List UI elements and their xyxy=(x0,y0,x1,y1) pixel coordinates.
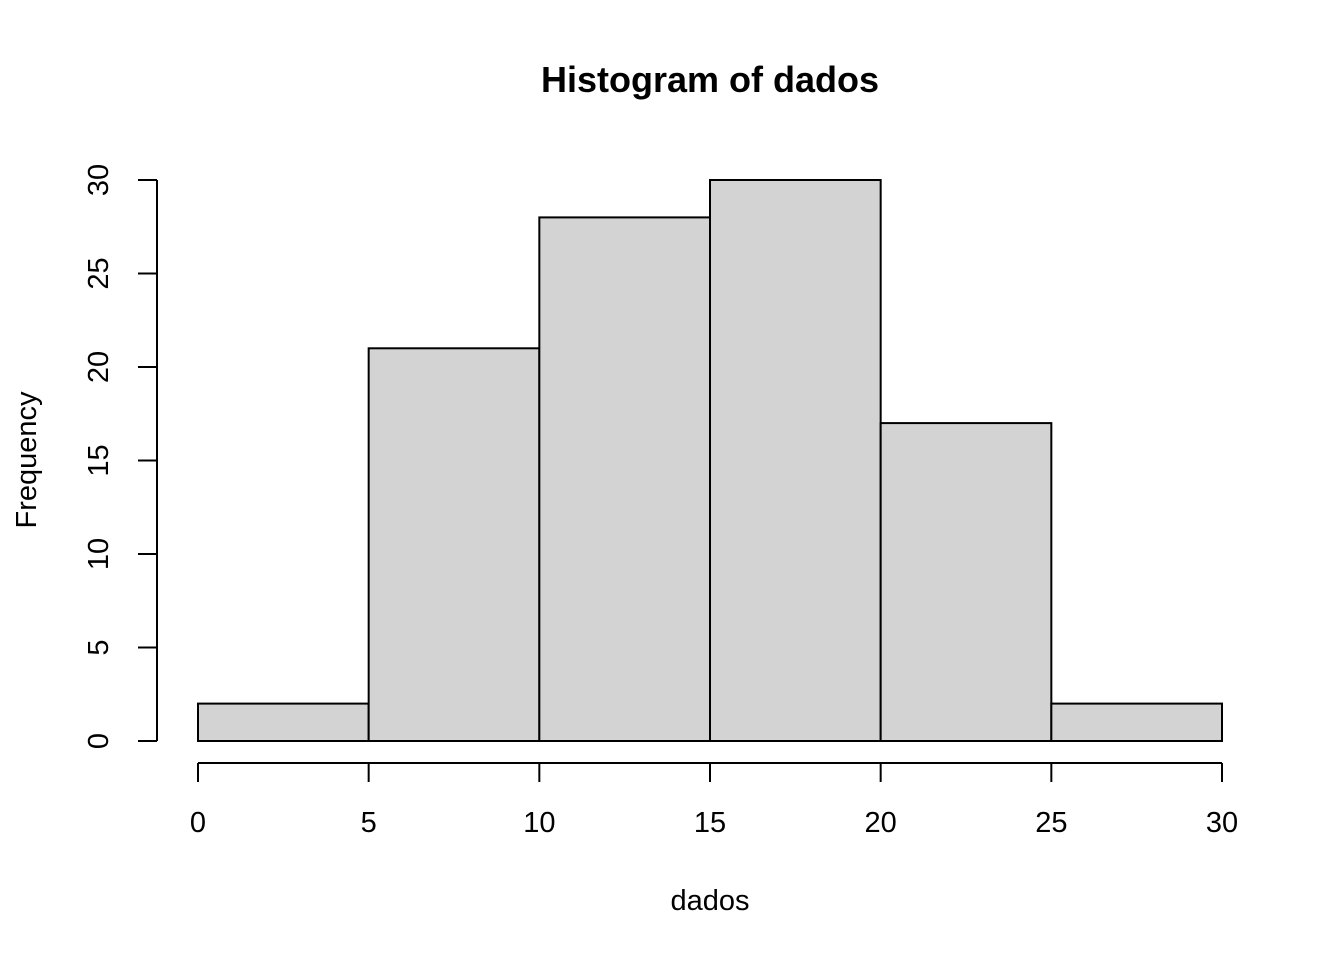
y-tick-label: 5 xyxy=(83,639,115,655)
histogram-bar xyxy=(879,422,1053,742)
histogram-bar xyxy=(367,347,541,742)
x-tick-label: 15 xyxy=(694,807,726,839)
x-tick-label: 20 xyxy=(865,807,897,839)
bars-group xyxy=(197,179,1224,742)
x-axis: 0 5 10 15 20 25 30 xyxy=(190,762,1238,839)
y-tick-label: 20 xyxy=(83,351,115,383)
x-tick-label: 5 xyxy=(361,807,377,839)
y-tick-label: 15 xyxy=(83,444,115,476)
histogram-bar xyxy=(197,702,370,742)
y-tick-label: 30 xyxy=(83,164,115,196)
histogram-bar xyxy=(709,179,882,742)
x-tick-label: 30 xyxy=(1206,807,1238,839)
y-axis: 0 5 10 15 20 25 30 xyxy=(83,164,158,749)
y-tick-label: 10 xyxy=(83,538,115,570)
x-tick-label: 0 xyxy=(190,807,206,839)
y-axis-label: Frequency xyxy=(11,391,43,529)
x-tick-label: 25 xyxy=(1035,807,1067,839)
chart-title: Histogram of dados xyxy=(541,59,879,100)
x-axis-label: dados xyxy=(670,885,749,917)
histogram-bar xyxy=(538,216,711,742)
x-tick-label: 10 xyxy=(523,807,555,839)
y-tick-label: 0 xyxy=(83,733,115,749)
histogram-bar xyxy=(1050,702,1224,742)
y-tick-label: 25 xyxy=(83,257,115,289)
